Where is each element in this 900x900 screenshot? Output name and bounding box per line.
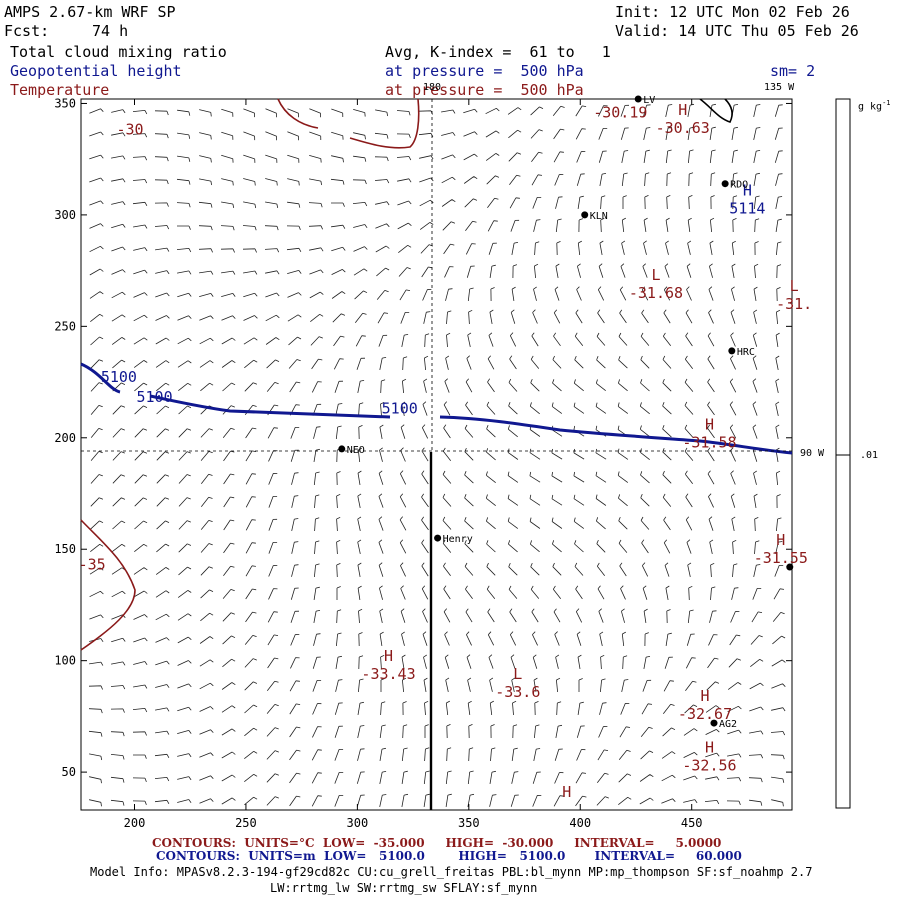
plot-frame: [80, 98, 793, 811]
extremum-value: -30.63: [656, 119, 710, 137]
footer-height-low: LOW= 5100.0: [324, 849, 425, 863]
extremum-value: 5114: [729, 199, 765, 217]
extremum-value: -33.6: [495, 683, 540, 701]
temp-contour-minus35: [80, 519, 136, 651]
y-tick-label: 250: [54, 319, 76, 333]
forecast-label: Fcst:: [4, 22, 50, 40]
valid-time: Valid: 14 UTC Thu 05 Feb 26: [615, 22, 859, 40]
station-dot: [728, 347, 736, 355]
extremum-value: -33.43: [361, 665, 415, 683]
footer-height-high: HIGH= 5100.0: [458, 849, 566, 863]
contour-label: 5100: [136, 388, 172, 406]
pressure-level-temp: at pressure = 500 hPa: [385, 81, 584, 99]
init-time: Init: 12 UTC Mon 02 Feb 26: [615, 3, 850, 21]
extremum-value: -32.56: [682, 757, 736, 775]
model-info-2: LW:rrtmg_lw SW:rrtmg_sw SFLAY:sf_mynn: [270, 881, 538, 895]
extremum-value: -31.55: [754, 549, 808, 567]
y-tick-label: 200: [54, 431, 76, 445]
footer-temp-high: HIGH= -30.000: [445, 836, 554, 850]
extremum-value: -32.67: [678, 705, 732, 723]
footer-temp-interval: INTERVAL= 5.0000: [574, 836, 722, 850]
lon-label-90w: 90 W: [800, 448, 825, 459]
extremum-marker: L: [651, 266, 660, 284]
station-label: Henry: [443, 534, 473, 545]
extremum-marker: H: [562, 783, 571, 801]
lon-label-180: 180: [423, 82, 442, 93]
footer-temp-contours: CONTOURS: UNITS=°C LOW= -35.000 HIGH= -3…: [152, 837, 721, 850]
colorbar-units-text: g kg: [858, 101, 883, 113]
model-title: AMPS 2.67-km WRF SP: [4, 3, 176, 21]
x-tick-label: 400: [569, 816, 591, 830]
station-label: RDQ: [730, 180, 748, 191]
station-label: HRC: [737, 347, 755, 358]
field-cloud-mixing: Total cloud mixing ratio: [10, 43, 227, 61]
extremum-value: -30.19: [593, 103, 647, 121]
x-tick-label: 450: [681, 816, 703, 830]
station-dot: [786, 563, 794, 571]
footer-temp-label: CONTOURS:: [152, 836, 236, 850]
extremum-marker: H: [705, 415, 714, 433]
temp-contour-minus30: [277, 98, 420, 149]
extremum-value: -31.58: [682, 433, 736, 451]
pressure-level-height: at pressure = 500 hPa: [385, 62, 584, 80]
smoothing: sm= 2: [770, 62, 816, 80]
station-dot: [434, 534, 442, 542]
station-dot: [634, 95, 642, 103]
extremum-marker: L: [513, 665, 522, 683]
footer-height-interval: INTERVAL= 60.000: [594, 849, 742, 863]
x-tick-label: 200: [124, 816, 146, 830]
model-info: Model Info: MPASv8.2.3-194-gf29cd82c CU:…: [90, 865, 813, 879]
extremum-marker: L: [790, 277, 799, 295]
extremum-marker: H: [743, 181, 752, 199]
lon-label-135w: 135 W: [764, 82, 795, 93]
footer-height-contours: CONTOURS: UNITS=m LOW= 5100.0 HIGH= 5100…: [156, 850, 742, 863]
contour-label: 5100: [101, 368, 137, 386]
footer-height-units: UNITS=m: [248, 849, 316, 863]
height-contour-5100: [80, 362, 793, 455]
colorbar-units-sup: -1: [882, 99, 891, 107]
colorbar-units: g kg-1: [858, 95, 891, 115]
station-label: KLN: [590, 211, 608, 222]
footer-temp-low: LOW= -35.000: [322, 836, 425, 850]
station-dot: [581, 211, 589, 219]
extremum-value: -31.: [776, 295, 812, 313]
y-tick-label: 350: [54, 96, 76, 110]
station-label: AG2: [719, 719, 737, 730]
extremum-marker: H: [678, 101, 687, 119]
wind-barb-field: [88, 103, 786, 807]
footer-height-label: CONTOURS:: [156, 849, 240, 863]
extremum-value: -31.68: [629, 284, 683, 302]
extremum-marker: H: [776, 531, 785, 549]
contour-label: 5100: [382, 399, 418, 417]
x-tick-label: 300: [347, 816, 369, 830]
station-dot: [710, 719, 718, 727]
wind-barbs: [88, 103, 786, 807]
footer-temp-units: UNITS=°C: [244, 836, 315, 850]
k-index-range: Avg, K-index = 61 to 1: [385, 43, 611, 61]
colorbar-tick-label: .01: [860, 450, 879, 461]
station-label: NEO: [347, 445, 365, 456]
y-tick-label: 300: [54, 208, 76, 222]
y-tick-label: 50: [62, 765, 76, 779]
field-temperature: Temperature: [10, 81, 110, 99]
station-label: LV: [643, 95, 655, 106]
contour-label: -35: [79, 555, 106, 573]
station-dot: [338, 445, 346, 453]
extremum-marker: H: [705, 739, 714, 757]
station-dot: [721, 180, 729, 188]
extremum-marker: H: [384, 647, 393, 665]
x-tick-label: 250: [235, 816, 257, 830]
colorbar: [835, 98, 851, 809]
field-geopotential: Geopotential height: [10, 62, 182, 80]
extremum-marker: H: [701, 687, 710, 705]
x-tick-label: 350: [458, 816, 480, 830]
forecast-hours: 74 h: [92, 22, 129, 40]
coastline: [699, 98, 733, 123]
y-tick-label: 100: [54, 654, 76, 668]
y-tick-label: 150: [54, 542, 76, 556]
contour-label: -30: [116, 121, 143, 139]
